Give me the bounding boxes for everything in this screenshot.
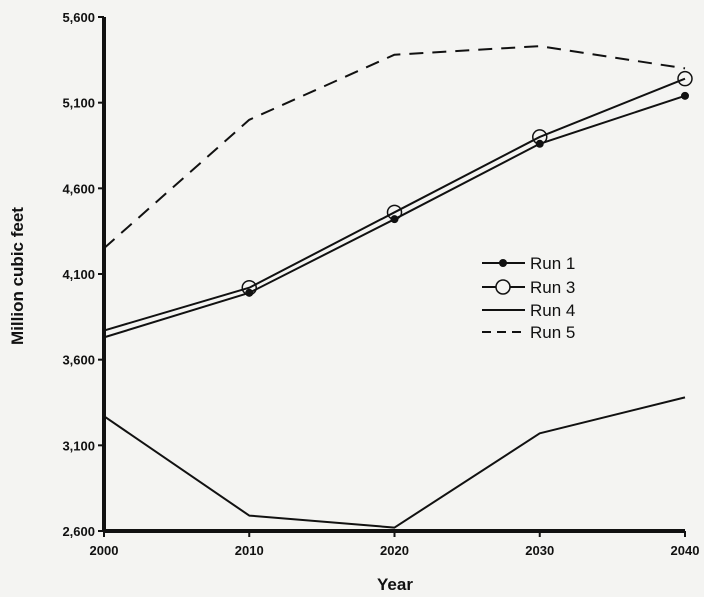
x-tick-label: 2030: [525, 543, 554, 558]
series-line-run-5: [103, 45, 686, 250]
data-point-run-3: [532, 129, 548, 145]
y-tick-label: 2,600: [62, 524, 95, 539]
legend-label-run-3: Run 3: [530, 278, 575, 297]
y-axis-title: Million cubic feet: [8, 207, 27, 345]
data-point-run-3: [386, 204, 403, 221]
y-tick-label: 3,600: [62, 353, 95, 368]
y-tick-label: 5,100: [62, 96, 95, 111]
legend-label-run-4: Run 4: [530, 301, 575, 320]
legend-item-run-5: Run 5: [482, 323, 575, 342]
x-tick-label: 2010: [235, 543, 264, 558]
data-point-run-1: [681, 91, 689, 100]
legend-marker-run-3: [495, 279, 511, 295]
y-tick-label: 3,100: [62, 438, 95, 453]
y-tick-label: 5,600: [62, 10, 95, 25]
legend-label-run-5: Run 5: [530, 323, 575, 342]
y-tick-label: 4,600: [62, 181, 95, 196]
y-tick-group: 2,600 3,100 3,600 4,100 4,600 5,100 5,600: [62, 10, 104, 539]
legend-marker-run-1: [499, 259, 507, 267]
x-tick-label: 2020: [380, 543, 409, 558]
series-layer: [103, 45, 693, 529]
legend: Run 1 Run 3 Run 4 Run 5: [482, 254, 575, 342]
series-line-run-3: [103, 77, 686, 332]
legend-item-run-1: Run 1: [482, 254, 575, 273]
x-axis-title: Year: [377, 575, 413, 594]
data-point-run-1: [245, 288, 254, 297]
x-tick-group: 2000 2010 2020 2030 2040: [90, 531, 700, 558]
x-tick-label: 2040: [671, 543, 700, 558]
data-point-run-3: [677, 70, 693, 87]
legend-item-run-4: Run 4: [482, 301, 575, 320]
x-tick-label: 2000: [90, 543, 119, 558]
y-tick-label: 4,100: [62, 267, 95, 282]
legend-item-run-3: Run 3: [482, 278, 575, 297]
legend-label-run-1: Run 1: [530, 254, 575, 273]
data-point-run-3: [241, 279, 257, 296]
series-line-run-4: [103, 396, 686, 529]
